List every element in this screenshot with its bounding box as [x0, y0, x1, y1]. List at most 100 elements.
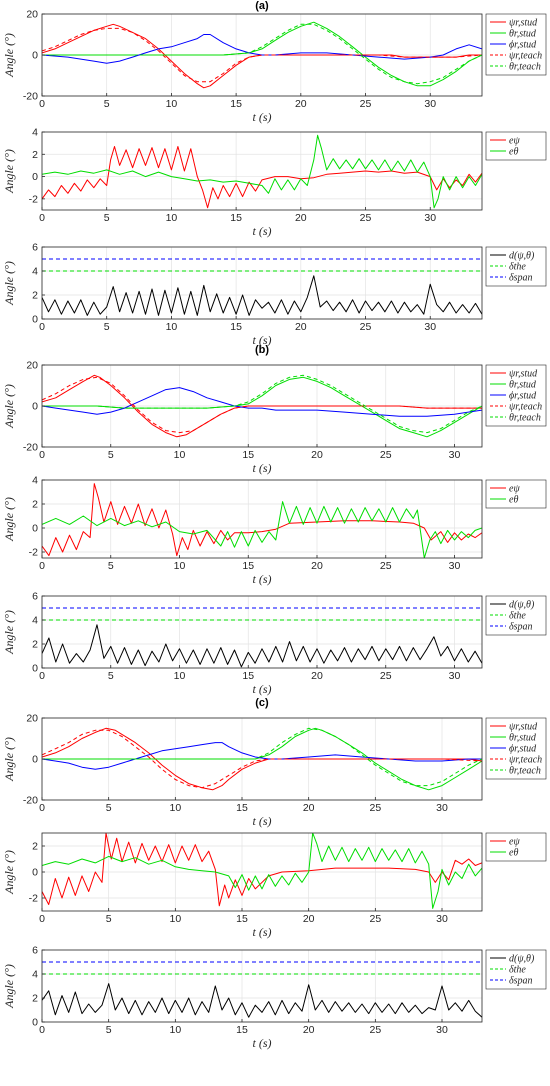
x-tick-label: 5 [106, 913, 112, 925]
y-tick-label: 2 [32, 993, 38, 1005]
x-tick-label: 10 [174, 560, 186, 572]
x-tick-label: 15 [230, 212, 242, 224]
x-tick-label: 30 [449, 560, 461, 572]
x-tick-label: 20 [303, 913, 315, 925]
legend-box [485, 479, 547, 509]
x-tick-label: 20 [311, 560, 323, 572]
series-line [42, 146, 482, 209]
x-tick-label: 25 [360, 321, 372, 333]
x-axis-label: t (s) [253, 682, 272, 696]
y-tick-label: 4 [32, 475, 38, 487]
y-tick-label: 0 [32, 1017, 38, 1029]
series-group [42, 607, 482, 668]
series-line [42, 23, 482, 85]
y-tick-label: 0 [32, 171, 38, 183]
series-line [42, 624, 482, 668]
x-tick-label: 0 [39, 1024, 45, 1036]
series-line [42, 275, 482, 316]
series-group [42, 374, 482, 438]
x-tick-label: 10 [166, 321, 178, 333]
y-axis-label: Angle (°) [2, 384, 16, 429]
legend-entry: d(ψ,θ) [509, 954, 535, 965]
x-tick-label: 0 [39, 98, 45, 110]
x-tick-label: 20 [295, 212, 307, 224]
x-axis-label: t (s) [253, 333, 272, 347]
x-tick-label: 30 [436, 802, 448, 814]
y-tick-label: -20 [23, 795, 38, 807]
series-line [42, 376, 482, 434]
legend-box [485, 832, 547, 862]
x-tick-label: 30 [424, 98, 436, 110]
x-tick-label: 5 [104, 321, 110, 333]
series-group [42, 258, 482, 316]
y-tick-label: 0 [32, 50, 38, 62]
legend-entry: ψr,teach [509, 402, 542, 413]
y-tick-label: 0 [32, 663, 38, 675]
series-group [42, 833, 482, 909]
legend-entry: ψr,teach [509, 755, 542, 766]
x-tick-label: 25 [369, 1024, 381, 1036]
y-tick-label: -2 [29, 893, 38, 905]
series-line [42, 134, 482, 209]
legend-entry: ψr,stud [509, 369, 538, 380]
x-tick-label: 30 [436, 1024, 448, 1036]
panel-label: (b) [255, 344, 269, 356]
legend-entry: δthe [509, 611, 526, 622]
series-line [42, 483, 482, 557]
y-axis-label: Angle (°) [2, 261, 16, 306]
legend-entry: ϕr,stud [509, 744, 537, 755]
x-tick-label: 0 [39, 670, 45, 682]
y-tick-label: -20 [23, 91, 38, 103]
legend-entry: δspan [509, 622, 533, 633]
x-tick-label: 20 [303, 802, 315, 814]
legend-entry: eθ [509, 147, 518, 158]
x-tick-label: 25 [360, 212, 372, 224]
y-axis-label: Angle (°) [2, 964, 16, 1009]
legend-entry: δthe [509, 965, 526, 976]
x-tick-label: 30 [449, 670, 461, 682]
x-tick-label: 10 [166, 212, 178, 224]
legend-entry: θr,teach [509, 413, 541, 424]
series-line [42, 833, 482, 907]
x-axis-label: t (s) [253, 461, 272, 475]
y-axis-label: Angle (°) [2, 737, 16, 782]
x-tick-label: 20 [303, 1024, 315, 1036]
y-tick-label: 2 [32, 149, 38, 161]
y-tick-label: 6 [32, 945, 38, 957]
x-tick-label: 15 [230, 321, 242, 333]
y-axis-label: Angle (°) [2, 149, 16, 194]
y-tick-label: -20 [23, 442, 38, 454]
series-line [42, 27, 482, 83]
x-tick-label: 0 [39, 913, 45, 925]
x-tick-label: 25 [380, 560, 392, 572]
y-tick-label: 20 [26, 713, 38, 725]
legend-entry: ψr,stud [509, 722, 538, 733]
x-tick-label: 5 [106, 1024, 112, 1036]
x-tick-label: 0 [39, 212, 45, 224]
x-tick-label: 30 [436, 913, 448, 925]
legend-entry: ψr,teach [509, 51, 542, 62]
x-tick-label: 30 [424, 212, 436, 224]
x-tick-label: 10 [169, 802, 181, 814]
axes-frame [41, 479, 483, 559]
x-tick-label: 25 [369, 913, 381, 925]
y-tick-label: 0 [32, 867, 38, 879]
y-tick-label: 0 [32, 401, 38, 413]
y-axis-label: Angle (°) [2, 850, 16, 895]
legend-entry: eψ [509, 837, 520, 848]
legend-entry: d(ψ,θ) [509, 251, 535, 262]
y-tick-label: 4 [32, 969, 38, 981]
x-axis-label: t (s) [253, 224, 272, 238]
legend-entry: eθ [509, 495, 518, 506]
legend-entry: θr,stud [509, 380, 537, 391]
legend-entry: δspan [509, 976, 533, 987]
